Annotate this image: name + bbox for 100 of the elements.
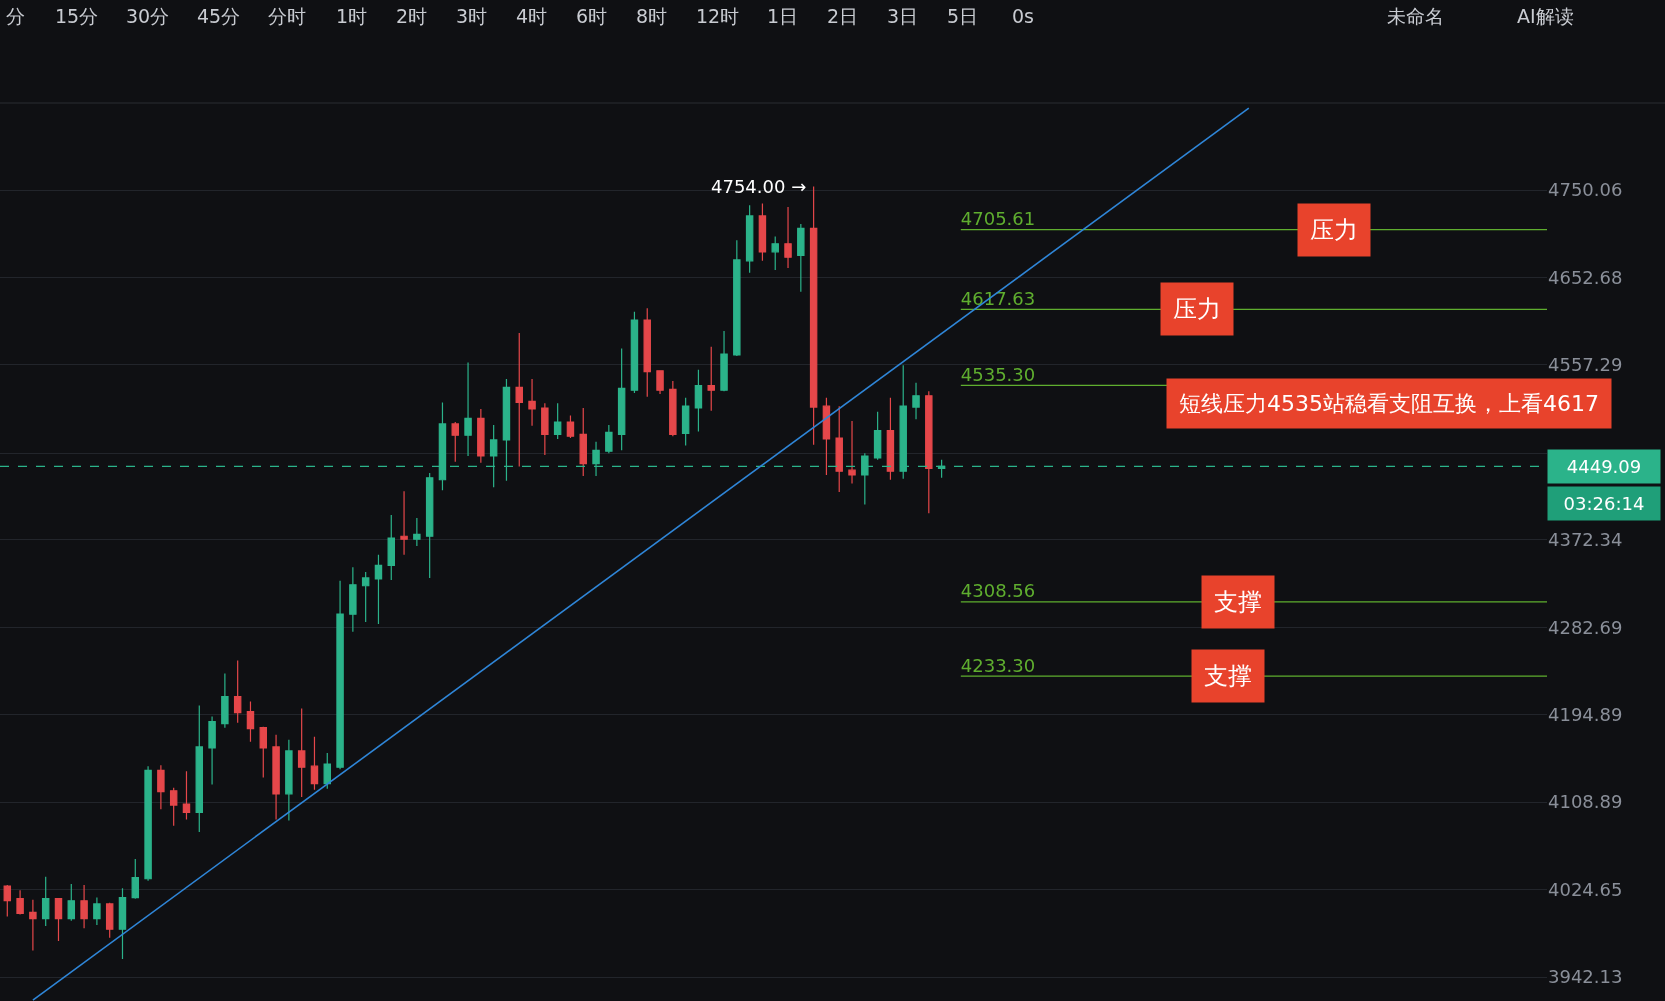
- candlestick: [835, 405, 843, 493]
- candlestick: [925, 390, 933, 514]
- text: 5日: [947, 5, 979, 27]
- text: 1时: [336, 5, 368, 27]
- ref-line-label: 4449.09: [1566, 456, 1642, 477]
- y-tick-label: 4372.34: [1548, 529, 1623, 551]
- ref-line-label: 4233.30: [960, 654, 1036, 676]
- candlestick: [848, 420, 856, 485]
- text: AI解读: [1517, 5, 1574, 27]
- y-tick-label: 4750.06: [1548, 179, 1623, 201]
- y-tick-label: 4024.65: [1548, 878, 1623, 900]
- candlestick: [605, 424, 613, 454]
- candlestick: [822, 397, 831, 476]
- candlestick: [67, 883, 76, 922]
- candlestick: [400, 490, 408, 556]
- candlestick: [656, 370, 664, 395]
- annotation: 4754.00 →: [711, 176, 807, 197]
- y-tick-label: 4282.69: [1548, 616, 1623, 638]
- candlestick: [694, 369, 703, 433]
- ref-line-label: 4535.30: [960, 363, 1036, 385]
- candlestick: [272, 734, 280, 821]
- text: 2时: [396, 5, 428, 27]
- text: 1日: [767, 5, 799, 27]
- candlestick: [118, 887, 127, 960]
- candlestick: [617, 347, 626, 451]
- candlestick: [3, 884, 12, 918]
- candlestick: [771, 235, 779, 271]
- candlestick: [41, 876, 50, 927]
- text: 30分: [126, 5, 170, 27]
- candlestick: [131, 858, 140, 900]
- annotation: 支撑: [1204, 662, 1252, 690]
- candlestick: [720, 330, 728, 392]
- candlestick: [425, 472, 434, 579]
- text: 15分: [55, 5, 99, 27]
- candlestick: [16, 889, 24, 916]
- candlestick: [29, 899, 37, 952]
- candlestick: [144, 765, 152, 882]
- candlestick: [873, 411, 882, 461]
- text: 2日: [827, 5, 859, 27]
- candlestick: [297, 707, 306, 798]
- candlestick: [669, 380, 677, 437]
- y-tick-label: 4194.89: [1548, 703, 1623, 725]
- candlestick: [528, 378, 536, 427]
- candlestick: [80, 884, 88, 929]
- candlestick: [285, 739, 293, 822]
- text: 分: [6, 5, 25, 27]
- text: 6时: [576, 5, 608, 27]
- candlestick: [323, 752, 331, 790]
- candlestick: [169, 787, 178, 827]
- annotation: 压力: [1173, 295, 1221, 323]
- y-tick-label: 4652.68: [1548, 266, 1623, 288]
- text: 4时: [516, 5, 548, 27]
- candlestick: [336, 580, 344, 770]
- candlestick: [374, 554, 383, 625]
- annotation: 短线压力4535站稳看支阻互换，上看4617: [1179, 391, 1599, 416]
- y-tick-label: 4108.89: [1548, 791, 1623, 813]
- candlestick: [349, 566, 357, 633]
- candlestick: [464, 361, 472, 457]
- annotation: 压力: [1310, 216, 1358, 244]
- ref-line-label: 4308.56: [960, 580, 1036, 602]
- candlestick: [630, 311, 639, 394]
- candlestick: [208, 715, 216, 786]
- candlestick: [246, 700, 255, 743]
- candlestick: [93, 897, 101, 926]
- candlestick: [681, 397, 690, 447]
- candlestick: [477, 408, 485, 464]
- candlestick: [195, 704, 204, 833]
- candlestick: [553, 402, 562, 440]
- text: 3时: [456, 5, 488, 27]
- candlestick: [797, 223, 805, 293]
- candlestick: [451, 421, 459, 463]
- candlestick: [221, 672, 229, 729]
- candlestick: [182, 770, 191, 821]
- candlestick: [745, 204, 754, 274]
- candlestick: [809, 185, 818, 446]
- candlestick: [233, 659, 242, 724]
- text: 8时: [636, 5, 668, 27]
- candlestick: [643, 307, 651, 398]
- ref-line-label: 4705.61: [960, 208, 1036, 230]
- text: 3日: [887, 5, 919, 27]
- candlestick: [886, 397, 895, 481]
- candlestick: [310, 736, 319, 791]
- y-tick-label: 4557.29: [1548, 354, 1623, 376]
- candlestick: [707, 346, 715, 412]
- candlestick: [912, 382, 920, 420]
- y-tick-label: 3942.13: [1548, 966, 1623, 988]
- text: 45分: [197, 5, 241, 27]
- candlestick: [566, 414, 575, 439]
- candlestick: [758, 202, 767, 262]
- text: 0s: [1012, 5, 1034, 27]
- candlestick: [413, 517, 421, 547]
- candlestick: [54, 898, 63, 942]
- annotation: 支撑: [1214, 588, 1262, 616]
- candlestick: [579, 407, 587, 477]
- text: 03:26:14: [1563, 493, 1645, 514]
- text: 分时: [268, 5, 306, 27]
- text: 未命名: [1387, 5, 1444, 27]
- candlestick: [157, 764, 165, 810]
- candlestick: [259, 726, 268, 779]
- candlestick: [387, 514, 395, 581]
